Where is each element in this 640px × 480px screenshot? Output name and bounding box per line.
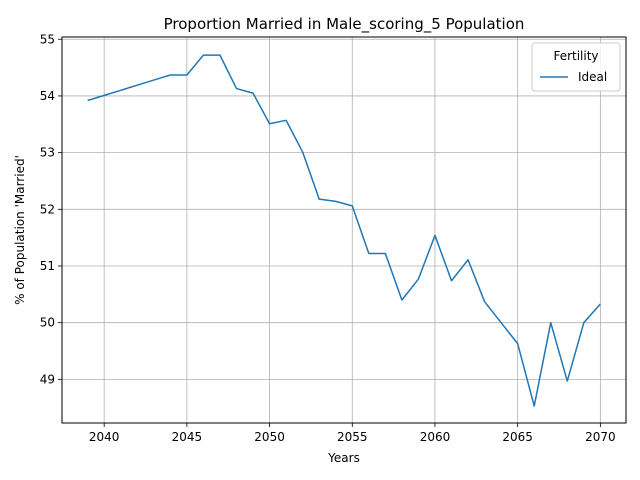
y-tick-label: 55 bbox=[40, 32, 55, 46]
series-layer bbox=[87, 54, 601, 407]
legend-box bbox=[531, 42, 621, 92]
y-axis-label: % of Population 'Married' bbox=[13, 155, 27, 305]
x-tick-label: 2050 bbox=[254, 430, 285, 444]
y-tick-label: 52 bbox=[40, 202, 55, 216]
grid-lines bbox=[62, 37, 626, 423]
y-tick-label: 53 bbox=[40, 146, 55, 160]
x-tick-label: 2060 bbox=[420, 430, 451, 444]
plot-frame bbox=[61, 36, 627, 424]
y-tick-label: 50 bbox=[40, 316, 55, 330]
x-tick-label: 2045 bbox=[172, 430, 203, 444]
chart-title: Proportion Married in Male_scoring_5 Pop… bbox=[164, 15, 525, 34]
y-tick-label: 54 bbox=[40, 89, 55, 103]
y-tick-label: 51 bbox=[40, 259, 55, 273]
series-line bbox=[87, 54, 601, 407]
x-tick-label: 2055 bbox=[337, 430, 368, 444]
legend-title: Fertility bbox=[553, 49, 598, 63]
legend-entry-label: Ideal bbox=[578, 70, 607, 84]
legend: Fertility Ideal bbox=[531, 42, 621, 92]
x-tick-label: 2070 bbox=[585, 430, 616, 444]
tick-layer: 2040 2045 2050 2055 2060 2065 2070 49 50 51 52 53 54… bbox=[40, 32, 616, 444]
x-axis-label: Years bbox=[327, 451, 360, 465]
x-tick-label: 2040 bbox=[89, 430, 120, 444]
y-tick-label: 49 bbox=[40, 372, 55, 386]
x-tick-label: 2065 bbox=[502, 430, 533, 444]
